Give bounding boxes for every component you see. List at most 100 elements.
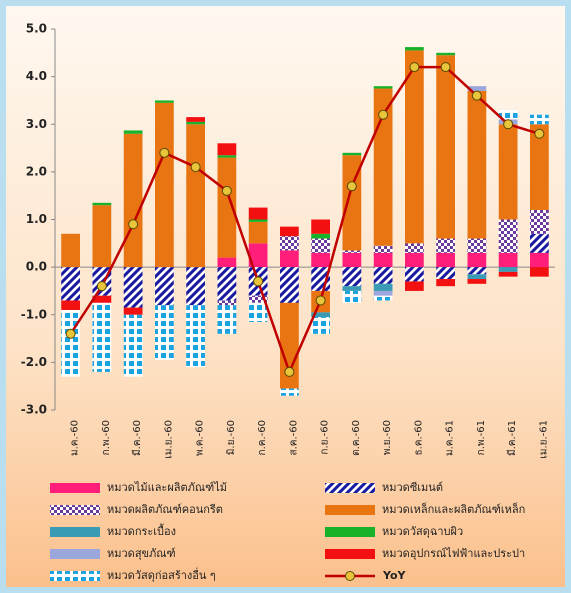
bar-segment [311, 238, 330, 253]
bar-segment [217, 267, 237, 301]
legend-swatch [325, 549, 375, 559]
bar-segment [280, 302, 299, 389]
bar-segment [467, 86, 487, 91]
bar-segment [280, 388, 299, 396]
bar-segment [373, 290, 393, 296]
y-tick-label: 4.0 [26, 69, 47, 83]
bar-segment [217, 257, 237, 268]
bar-segment [530, 209, 549, 234]
legend-swatch [50, 571, 100, 581]
bar-segment [280, 236, 299, 251]
legend-swatch [345, 571, 355, 581]
bar-segment [530, 114, 549, 125]
x-tick-label: เม.ย.-61 [538, 420, 549, 459]
bar-segment [155, 100, 174, 103]
bar-segment [92, 205, 112, 268]
x-tick-label: ม.ค.-60 [70, 420, 81, 456]
bar-segment [373, 252, 393, 268]
bar-segment [342, 152, 362, 156]
line-marker [315, 295, 326, 306]
bar-segment [186, 117, 205, 122]
bar-segment [498, 267, 518, 272]
x-tick-label: เม.ย.-60 [163, 420, 174, 459]
x-tick-label: มี.ค.-61 [506, 420, 518, 456]
bar-segment [530, 267, 549, 277]
bar-segment [373, 86, 393, 89]
bar-segment [467, 274, 487, 280]
legend-swatch [50, 549, 100, 559]
bar-segment [342, 286, 362, 291]
legend-label: หมวดซีเมนต์ [382, 481, 443, 494]
bar-segment [467, 252, 487, 268]
x-tick-label: ก.ค.-60 [257, 420, 268, 455]
bar-segment [248, 302, 268, 322]
bar-segment [467, 267, 487, 275]
bar-segment [61, 233, 80, 268]
legend-label: หมวดเหล็กและผลิตภัณฑ์เหล็ก [382, 502, 525, 516]
legend-label: หมวดไม้และผลิตภัณฑ์ไม้ [107, 481, 227, 494]
bar-segment [342, 250, 362, 253]
legend-label: หมวดกระเบื้อง [107, 523, 176, 538]
x-tick-label: พ.ค.-60 [195, 420, 206, 456]
y-tick-label: -1.0 [21, 307, 47, 321]
bar-segment [186, 305, 205, 368]
legend-label: หมวดวัสดุฉาบผิว [382, 525, 463, 538]
bar-segment [405, 252, 424, 268]
bar-segment [248, 221, 268, 244]
bar-segment [311, 312, 330, 318]
line-marker [96, 281, 107, 292]
bar-segment [436, 238, 455, 253]
bar-segment [217, 305, 237, 334]
bar-segment [123, 130, 143, 134]
bar-segment [217, 300, 237, 306]
bar-segment [498, 252, 518, 268]
x-tick-label: ธ.ค.-60 [413, 420, 424, 455]
legend-label: หมวดอุปกรณ์ไฟฟ้าและประปา [382, 547, 525, 560]
bar-segment [186, 121, 205, 125]
bar-segment [280, 250, 299, 268]
bar-segment [436, 252, 455, 268]
line-marker [503, 119, 514, 130]
legend-swatch [325, 505, 375, 515]
bar-segment [92, 295, 112, 303]
bar-segment [248, 219, 268, 222]
line-marker [65, 328, 76, 339]
bar-segment [123, 307, 143, 315]
bar-segment [342, 252, 362, 268]
bar-segment [61, 267, 80, 301]
legend-label: YoY [382, 569, 407, 582]
line-marker [284, 366, 295, 377]
bar-segment [248, 243, 268, 268]
bar-segment [530, 124, 549, 210]
bar-segment [436, 52, 455, 56]
y-tick-label: 1.0 [26, 212, 47, 226]
bar-segment [280, 226, 299, 237]
line-marker [346, 181, 357, 192]
bar-segment [217, 143, 237, 156]
bar-segment [248, 207, 268, 220]
bar-segment [405, 243, 424, 253]
bar-segment [373, 267, 393, 284]
bar-segment [498, 219, 518, 253]
x-tick-label: ต.ค.-60 [351, 420, 362, 456]
bar-segment [342, 155, 362, 251]
x-tick-label: มิ.ย.-60 [226, 420, 237, 455]
y-tick-label: 5.0 [26, 22, 47, 36]
bar-segment [405, 267, 424, 282]
y-tick-label: -3.0 [21, 403, 47, 417]
bar-segment [405, 47, 424, 51]
bar-segment [467, 238, 487, 253]
x-tick-label: ส.ค.-60 [288, 420, 299, 455]
bar-segment [467, 90, 487, 239]
bar-segment [311, 317, 330, 334]
legend-label: หมวดผลิตภัณฑ์คอนกรีต [107, 503, 223, 516]
legend-swatch [50, 505, 100, 515]
bar-segment [530, 233, 549, 253]
legend-label: หมวดวัสดุก่อสร้างอื่น ๆ [107, 567, 216, 582]
line-marker [440, 62, 451, 73]
bar-segment [498, 271, 518, 277]
bar-segment [436, 267, 455, 280]
x-tick-label: มี.ค.-60 [131, 420, 143, 456]
bar-segment [311, 233, 330, 239]
